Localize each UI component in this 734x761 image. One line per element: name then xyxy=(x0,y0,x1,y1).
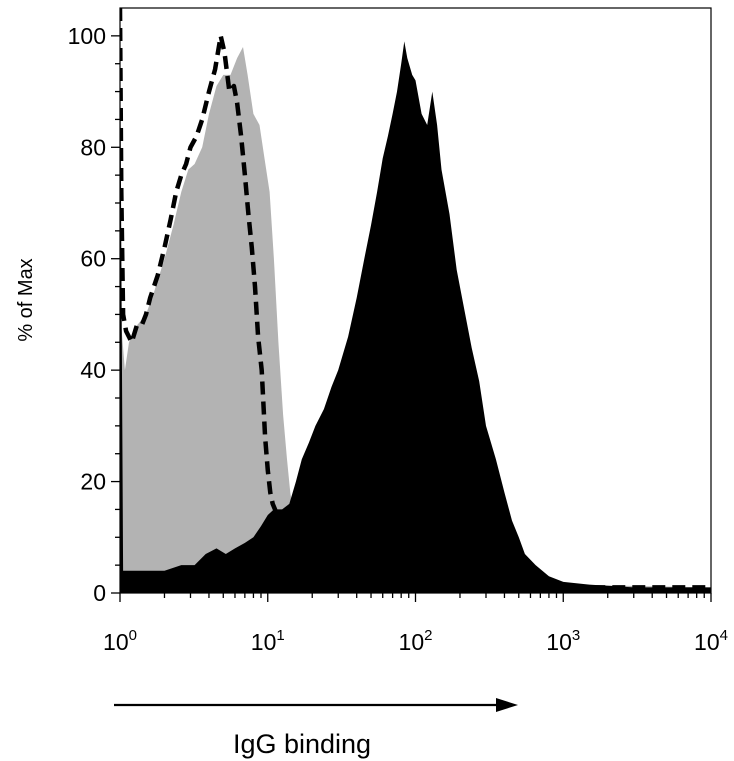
x-tick-label: 102 xyxy=(399,627,433,655)
y-tick-label: 40 xyxy=(80,357,106,383)
x-axis-tick-labels: 100 101 102 103 104 xyxy=(103,627,728,655)
y-axis-tick-labels: 0 20 40 60 80 100 xyxy=(68,23,106,606)
y-axis-ticks xyxy=(111,35,120,594)
x-tick-label: 104 xyxy=(694,627,728,655)
x-tick-label: 100 xyxy=(103,627,137,655)
x-tick-label: 101 xyxy=(251,627,285,655)
y-tick-label: 0 xyxy=(93,580,106,606)
y-tick-label: 20 xyxy=(80,469,106,495)
y-tick-label: 80 xyxy=(80,134,106,160)
y-tick-label: 60 xyxy=(80,246,106,272)
histogram-series-dashed xyxy=(120,7,711,590)
y-axis-label: % of Max xyxy=(15,258,37,341)
series-layer xyxy=(120,7,711,594)
histogram-series-2 xyxy=(120,13,711,594)
x-axis-ticks xyxy=(119,593,712,602)
y-tick-label: 100 xyxy=(68,23,106,49)
x-tick-label: 103 xyxy=(546,627,580,655)
x-axis-arrow xyxy=(114,698,518,712)
x-axis-label: IgG binding xyxy=(233,729,371,759)
